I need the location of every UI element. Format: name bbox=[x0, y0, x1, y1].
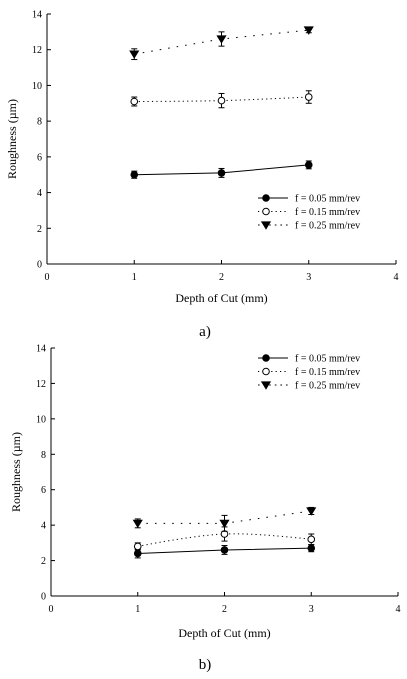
x-tick-label: 2 bbox=[222, 604, 227, 615]
chart-caption: b) bbox=[199, 657, 212, 673]
data-point bbox=[129, 50, 140, 59]
legend-label: f = 0.25 mm/rev bbox=[295, 221, 360, 232]
legend-marker bbox=[262, 194, 270, 202]
legend: f = 0.05 mm/rev f = 0.15 mm/rev f = 0.25 m… bbox=[258, 354, 360, 392]
x-tick-label: 1 bbox=[135, 604, 140, 615]
data-point bbox=[133, 549, 142, 558]
data-point bbox=[133, 542, 142, 551]
data-point bbox=[130, 97, 139, 106]
y-tick-label: 6 bbox=[37, 152, 42, 163]
x-tick-label: 2 bbox=[219, 272, 224, 283]
y-tick-label: 0 bbox=[41, 592, 46, 603]
y-tick-label: 8 bbox=[37, 117, 42, 128]
y-tick-label: 12 bbox=[32, 45, 42, 56]
legend-label: f = 0.05 mm/rev bbox=[295, 194, 360, 205]
series-line bbox=[134, 29, 309, 55]
series-2 bbox=[130, 90, 313, 109]
data-point bbox=[304, 161, 313, 169]
y-tick-label: 4 bbox=[41, 521, 46, 532]
y-tick-label: 12 bbox=[36, 379, 46, 390]
data-point bbox=[307, 535, 316, 544]
legend-label: f = 0.15 mm/rev bbox=[295, 207, 360, 218]
legend-marker bbox=[260, 221, 272, 230]
data-point bbox=[219, 519, 230, 529]
y-tick-label: 14 bbox=[32, 10, 42, 21]
y-tick-label: 2 bbox=[41, 556, 46, 567]
x-axis-label: Depth of Cut (mm) bbox=[175, 291, 267, 305]
legend-marker bbox=[262, 367, 270, 376]
y-tick-label: 8 bbox=[41, 450, 46, 461]
series-1 bbox=[133, 544, 316, 559]
series-3 bbox=[132, 506, 317, 532]
y-tick-label: 10 bbox=[32, 81, 42, 92]
data-point bbox=[217, 96, 226, 105]
data-point bbox=[217, 169, 226, 177]
series-3 bbox=[129, 26, 314, 61]
legend-label: f = 0.25 mm/rev bbox=[295, 381, 360, 392]
y-tick-label: 14 bbox=[36, 344, 46, 355]
y-tick-label: 0 bbox=[37, 260, 42, 271]
legend: f = 0.05 mm/rev f = 0.15 mm/rev f = 0.25 m… bbox=[258, 194, 360, 232]
data-point bbox=[130, 170, 139, 179]
chart-caption: a) bbox=[199, 324, 211, 340]
x-tick-label: 3 bbox=[309, 604, 314, 615]
data-point bbox=[303, 26, 314, 35]
x-tick-label: 3 bbox=[306, 272, 311, 283]
data-point bbox=[216, 35, 227, 44]
legend-marker bbox=[262, 207, 270, 216]
series-line bbox=[134, 96, 309, 102]
y-tick-label: 4 bbox=[37, 188, 42, 199]
legend-label: f = 0.05 mm/rev bbox=[295, 354, 360, 365]
y-tick-label: 2 bbox=[37, 224, 42, 235]
x-tick-label: 0 bbox=[49, 604, 54, 615]
data-point bbox=[220, 546, 229, 554]
data-point bbox=[304, 93, 313, 101]
data-point bbox=[307, 544, 316, 552]
y-axis-label: Roughness (µm) bbox=[9, 432, 23, 512]
x-tick-label: 4 bbox=[394, 272, 399, 283]
y-tick-label: 10 bbox=[36, 414, 46, 425]
x-axis-label: Depth of Cut (mm) bbox=[178, 626, 270, 640]
data-point bbox=[132, 519, 143, 529]
x-tick-label: 1 bbox=[132, 272, 137, 283]
x-tick-label: 4 bbox=[396, 604, 401, 615]
x-tick-label: 0 bbox=[45, 272, 50, 283]
series-1 bbox=[130, 160, 313, 179]
data-point bbox=[306, 507, 317, 516]
legend-marker bbox=[260, 381, 272, 390]
y-axis-label: Roughness (µm) bbox=[5, 99, 19, 179]
legend-marker bbox=[262, 354, 270, 362]
legend-label: f = 0.15 mm/rev bbox=[295, 367, 360, 378]
y-tick-label: 6 bbox=[41, 485, 46, 496]
